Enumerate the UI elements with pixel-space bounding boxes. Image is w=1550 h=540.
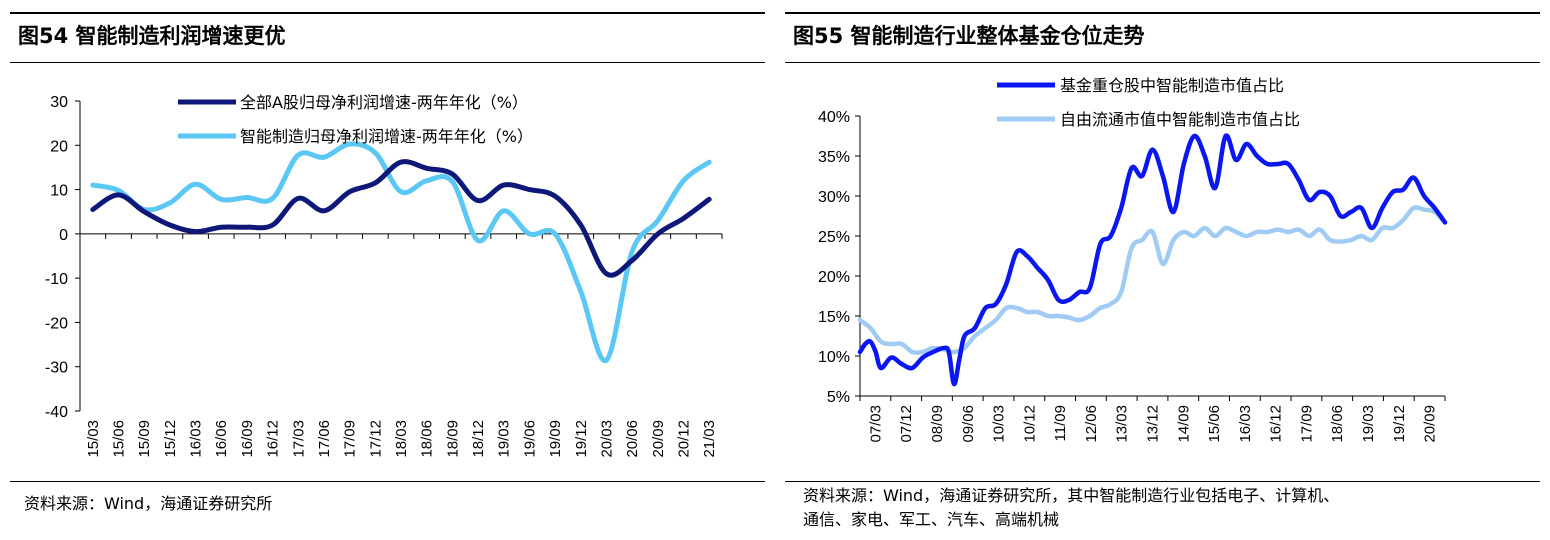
x-tick-label: 16/09	[239, 420, 256, 458]
y-tick-label: 30%	[818, 189, 850, 206]
line-chart-right: 40% 35% 30% 25% 20% 15% 10% 5% 07/03 07/12 08/09 09…	[818, 76, 1448, 443]
y-tick-label: 10%	[818, 349, 850, 366]
x-tick-label: 18/09	[444, 420, 461, 458]
source-line-1: 资料来源：Wind，海通证券研究所，其中智能制造行业包括电子、计算机、	[803, 486, 1340, 505]
x-tick-label: 19/12	[573, 420, 590, 458]
x-tick-label: 15/09	[136, 420, 153, 458]
x-tick-label: 20/06	[624, 420, 641, 458]
line-chart-left: 30 20 10 0 -10 -20 -30 -40 15/03 15/06 15/09 15/12 1…	[45, 93, 723, 458]
y-tick-label: 5%	[827, 389, 850, 406]
x-tick-label: 20/09	[650, 420, 667, 458]
y-tick-label: 40%	[818, 109, 850, 126]
x-tick-label: 18/12	[470, 420, 487, 458]
x-tick-label: 20/12	[675, 420, 692, 458]
top-rule	[785, 12, 1540, 14]
chart-title: 图54 智能制造利润增速更优	[18, 24, 286, 48]
x-tick-label: 13/03	[1114, 405, 1131, 443]
x-tick-label: 15/06	[111, 420, 128, 458]
x-tick-label: 16/12	[265, 420, 282, 458]
x-tick-label: 18/06	[419, 420, 436, 458]
x-tick-label: 15/06	[1206, 405, 1223, 443]
y-tick-label: 0	[59, 227, 68, 244]
bottom-rule	[785, 481, 1540, 482]
y-tick-label: 30	[50, 94, 68, 111]
x-tick-label: 15/03	[85, 420, 102, 458]
x-tick-label: 10/12	[1021, 405, 1038, 443]
y-tick-label: -20	[45, 315, 68, 332]
x-tick-label: 17/03	[290, 420, 307, 458]
chart-panel-left: 图54 智能制造利润增速更优 30 20 10 0 -10 -20 -30 -40 15/03 1…	[10, 12, 765, 513]
x-tick-label: 07/03	[867, 405, 884, 443]
x-tick-label: 15/12	[162, 420, 179, 458]
x-tick-label: 18/03	[393, 420, 410, 458]
x-tick-label: 21/03	[701, 420, 718, 458]
x-tick-label: 16/03	[188, 420, 205, 458]
x-tick-label: 19/03	[496, 420, 513, 458]
series-line	[857, 133, 1448, 387]
y-tick-label: -10	[45, 271, 68, 288]
x-tick-label: 18/06	[1329, 405, 1346, 443]
x-tick-label: 19/06	[521, 420, 538, 458]
chart-panel-right: 图55 智能制造行业整体基金仓位走势 40% 35% 30% 25% 20% 15% 10%…	[775, 0, 1550, 540]
y-tick-label: 20%	[818, 269, 850, 286]
x-tick-label: 14/09	[1175, 405, 1192, 443]
source-note: 资料来源：Wind，海通证券研究所	[24, 494, 273, 513]
source-line-2: 通信、家电、军工、汽车、高端机械	[803, 510, 1060, 529]
source-note: 资料来源：Wind，海通证券研究所，其中智能制造行业包括电子、计算机、 通信、家…	[803, 484, 1339, 532]
legend-label: 自由流通市值中智能制造市值占比	[1060, 110, 1300, 129]
x-tick-label: 17/09	[1298, 405, 1315, 443]
x-tick-label: 20/09	[1422, 405, 1439, 443]
y-tick-label: 15%	[818, 309, 850, 326]
chart-title: 图55 智能制造行业整体基金仓位走势	[793, 24, 1145, 48]
y-tick-label: -30	[45, 360, 68, 377]
x-tick-label: 20/03	[598, 420, 615, 458]
y-tick-label: 35%	[818, 149, 850, 166]
series-line	[857, 205, 1448, 356]
y-tick-label: -40	[45, 404, 68, 421]
legend-label: 智能制造归母净利润增速-两年年化（%）	[240, 127, 533, 146]
x-tick-label: 16/12	[1268, 405, 1285, 443]
x-tick-label: 19/09	[547, 420, 564, 458]
x-tick-label: 19/03	[1360, 405, 1377, 443]
x-tick-label: 17/12	[367, 420, 384, 458]
x-tick-label: 17/09	[342, 420, 359, 458]
x-tick-label: 09/06	[960, 405, 977, 443]
series-line	[90, 159, 712, 278]
x-tick-label: 16/06	[213, 420, 230, 458]
bottom-rule	[10, 481, 765, 482]
x-tick-label: 16/03	[1237, 405, 1254, 443]
x-tick-label: 12/06	[1083, 405, 1100, 443]
title-rule	[10, 62, 765, 63]
x-tick-label: 11/09	[1052, 405, 1069, 441]
x-tick-label: 19/12	[1391, 405, 1408, 443]
x-tick-label: 08/09	[929, 405, 946, 443]
title-rule	[785, 62, 1540, 63]
y-tick-label: 25%	[818, 229, 850, 246]
y-tick-label: 10	[50, 183, 68, 200]
x-tick-label: 17/06	[316, 420, 333, 458]
x-tick-label: 07/12	[898, 405, 915, 443]
series-line	[90, 141, 712, 363]
x-tick-label: 13/12	[1145, 405, 1162, 443]
top-rule	[10, 12, 765, 14]
legend-label: 全部A股归母净利润增速-两年年化（%）	[240, 93, 528, 112]
y-tick-label: 20	[50, 138, 68, 155]
x-tick-label: 10/03	[991, 405, 1008, 443]
legend-label: 基金重仓股中智能制造市值占比	[1060, 76, 1284, 95]
